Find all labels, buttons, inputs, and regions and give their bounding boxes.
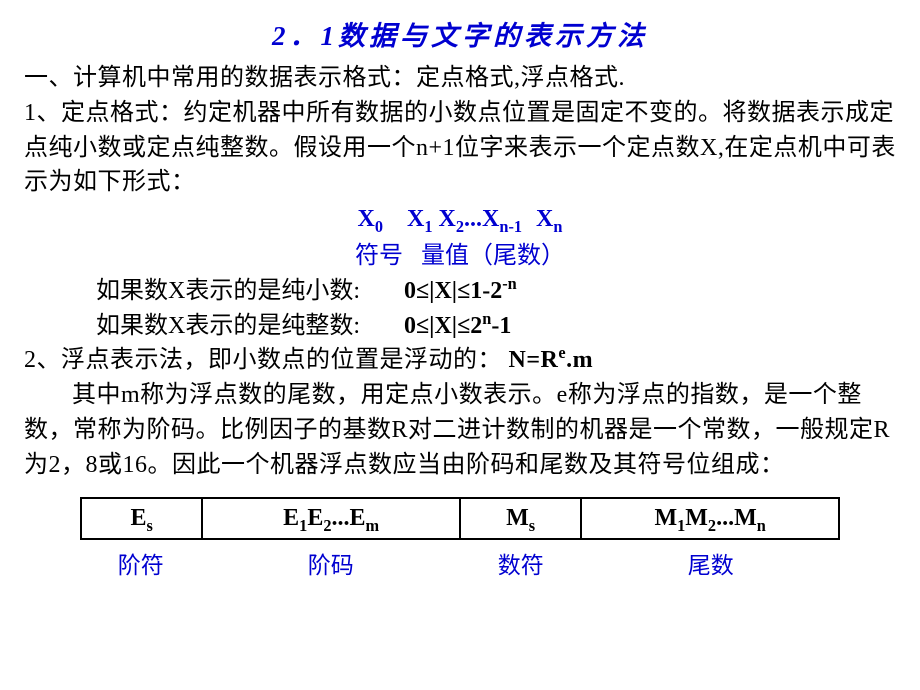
pure-fraction-label: 如果数X表示的是纯小数: [96,278,360,304]
cell-m-mantissa: M1M2...Mn [581,498,839,539]
float-format-table: Es E1E2...Em Ms M1M2...Mn [80,497,840,540]
caption-sign-man: 数符 [460,546,582,580]
pure-integer-range: 0≤|X|≤2n-1 [404,313,511,339]
paragraph-float-detail: 其中m称为浮点数的尾数，用定点小数表示。e称为浮点的指数，是一个整数，常称为阶码… [24,378,896,482]
bit-sequence-formula: X0 X1 X2...Xn-1 Xn [24,202,896,237]
table-captions-row: 阶符 阶码 数符 尾数 [80,546,840,580]
heading-1: 一、计算机中常用的数据表示格式：定点格式,浮点格式. [24,61,896,96]
bit-sequence-caption: 符号量值（尾数） [24,239,896,274]
pure-fraction-line: 如果数X表示的是纯小数: 0≤|X|≤1-2-n [24,274,896,309]
pure-integer-label: 如果数X表示的是纯整数: [96,313,360,339]
heading-2-float: 2、浮点表示法，即小数点的位置是浮动的： N=Re.m [24,343,896,378]
cell-e-mantissa: E1E2...Em [202,498,460,539]
caption-mantissa: 尾数 [582,546,840,580]
float-detail-text: 其中m称为浮点数的尾数，用定点小数表示。e称为浮点的指数，是一个整数，常称为阶码… [24,382,890,478]
float-intro-text: 2、浮点表示法，即小数点的位置是浮动的： [24,347,502,373]
pure-fraction-range: 0≤|X|≤1-2-n [404,278,517,304]
page-title: 2．1数据与文字的表示方法 [24,14,896,53]
document-page: 2．1数据与文字的表示方法 一、计算机中常用的数据表示格式：定点格式,浮点格式.… [0,0,920,580]
paragraph-fixed-point: 1、定点格式：约定机器中所有数据的小数点位置是固定不变的。将数据表示成定点纯小数… [24,96,896,200]
cell-ms: Ms [460,498,581,539]
float-formula: N=Re.m [502,347,593,373]
symbol-label: 符号 [355,243,403,269]
value-label: 量值（尾数） [421,243,565,269]
pure-integer-line: 如果数X表示的是纯整数: 0≤|X|≤2n-1 [24,309,896,344]
float-format-table-wrap: Es E1E2...Em Ms M1M2...Mn 阶符 阶码 数符 尾数 [24,497,896,580]
cell-es: Es [81,498,202,539]
caption-exponent: 阶码 [202,546,460,580]
caption-sign-exp: 阶符 [80,546,202,580]
